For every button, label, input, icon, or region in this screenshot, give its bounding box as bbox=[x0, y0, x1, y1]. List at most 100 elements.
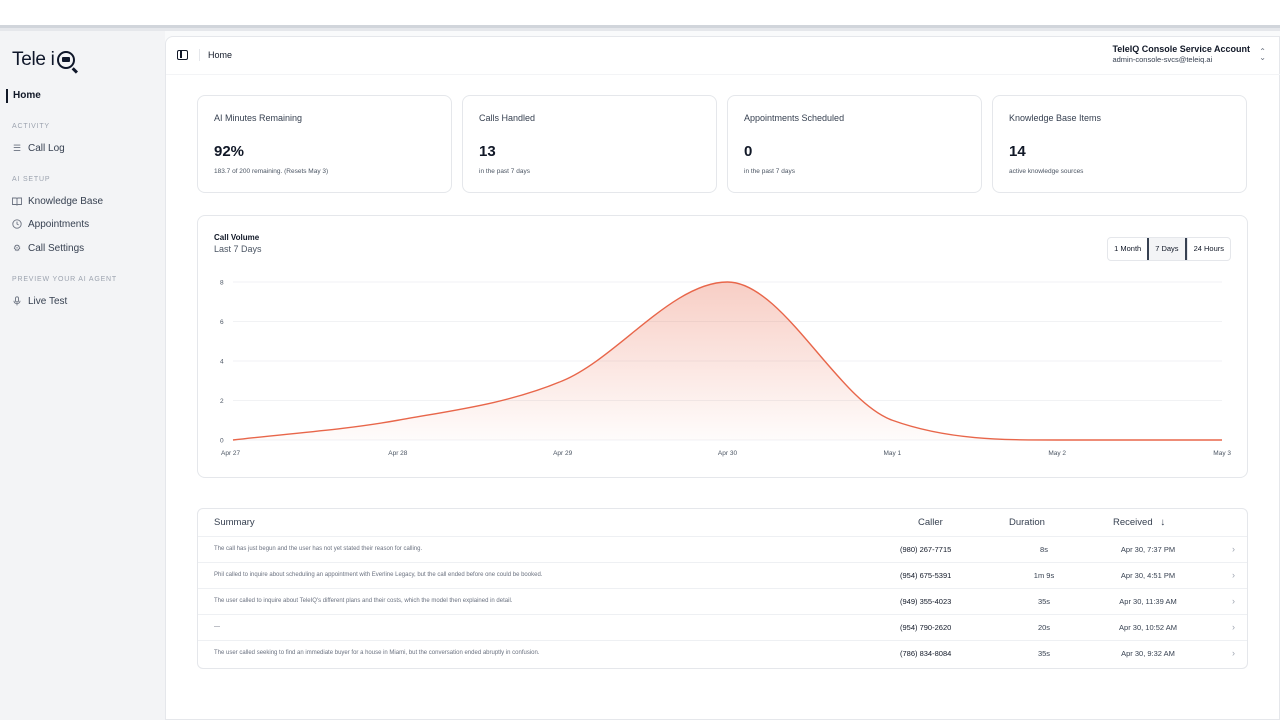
column-header-summary: Summary bbox=[214, 517, 255, 528]
chevron-right-icon[interactable]: › bbox=[1232, 622, 1235, 632]
sidebar-item-call-log[interactable]: ☰ Call Log bbox=[12, 141, 65, 155]
call-volume-line bbox=[232, 281, 1222, 441]
sidebar-item-appointments[interactable]: Appointments bbox=[12, 217, 89, 231]
chevron-right-icon[interactable]: › bbox=[1232, 570, 1235, 580]
y-tick-label: 0 bbox=[220, 438, 224, 445]
duration-cell: 35s bbox=[1037, 649, 1051, 658]
table-row[interactable]: The user called seeking to find an immed… bbox=[198, 640, 1247, 666]
chevron-right-icon[interactable]: › bbox=[1232, 596, 1235, 606]
chart-subtitle: Last 7 Days bbox=[214, 244, 262, 254]
x-tick-label: Apr 29 bbox=[553, 450, 573, 457]
summary-cell: — bbox=[214, 624, 220, 630]
sidebar-item-live-test[interactable]: Live Test bbox=[12, 294, 67, 308]
app-window: Tele i Home ACTIVITY ☰ Call Log AI SETUP… bbox=[0, 31, 1280, 720]
caller-cell: (949) 355-4023 bbox=[900, 597, 952, 606]
account-name: TeleIQ Console Service Account bbox=[1112, 44, 1250, 54]
received-cell: Apr 30, 11:39 AM bbox=[1119, 597, 1177, 606]
section-label-activity: ACTIVITY bbox=[12, 123, 50, 130]
y-tick-label: 4 bbox=[220, 359, 224, 366]
y-tick-label: 2 bbox=[220, 398, 224, 405]
x-tick-label: Apr 28 bbox=[388, 450, 408, 457]
account-email: admin-console-svcs@teleiq.ai bbox=[1112, 55, 1213, 64]
y-tick-label: 8 bbox=[220, 280, 224, 287]
stat-subtext: in the past 7 days bbox=[479, 168, 530, 175]
breadcrumb: Home bbox=[208, 50, 233, 60]
received-cell: Apr 30, 7:37 PM bbox=[1120, 545, 1176, 554]
stat-label: Appointments Scheduled bbox=[744, 113, 845, 123]
received-cell: Apr 30, 10:52 AM bbox=[1119, 623, 1177, 632]
caller-cell: (786) 834-8084 bbox=[900, 649, 952, 658]
sidebar-item-label: Knowledge Base bbox=[28, 195, 104, 207]
gear-icon: ⚙ bbox=[12, 242, 22, 253]
summary-cell: The call has just begun and the user has… bbox=[214, 546, 423, 552]
chevron-up-down-icon[interactable]: ⌃ ⌄ bbox=[1259, 47, 1266, 62]
stat-label: Calls Handled bbox=[479, 113, 536, 123]
sidebar-item-label: Call Log bbox=[28, 142, 65, 154]
table-row[interactable]: — (954) 790-2620 20s Apr 30, 10:52 AM › bbox=[198, 614, 1247, 640]
column-header-received[interactable]: Received ↓ bbox=[1113, 509, 1165, 536]
toggle-sidebar-icon[interactable] bbox=[177, 50, 188, 60]
time-range-toggle: 1 Month 7 Days 24 Hours bbox=[1107, 237, 1231, 261]
section-label-ai-setup: AI SETUP bbox=[12, 176, 51, 183]
call-volume-chart: 0 2 4 6 8 Apr 27 Apr 28 Apr 29 Apr 30 May 1 May 2 M… bbox=[220, 280, 1231, 458]
call-volume-card: 0 2 4 6 8 Apr 27 Apr 28 Apr 29 Apr 30 May 1 May 2 M… bbox=[197, 215, 1248, 478]
x-tick-label: May 2 bbox=[1048, 450, 1066, 457]
arrow-down-icon: ↓ bbox=[1160, 517, 1166, 528]
page-header: Home TeleIQ Console Service Account admi… bbox=[166, 37, 1280, 75]
stat-card-calls-handled: Calls Handled 13 in the past 7 days bbox=[462, 95, 717, 193]
chevron-right-icon[interactable]: › bbox=[1232, 648, 1235, 658]
call-volume-area bbox=[233, 282, 1222, 440]
column-header-duration: Duration bbox=[1009, 517, 1045, 528]
sidebar: Tele i Home ACTIVITY ☰ Call Log AI SETUP… bbox=[0, 31, 165, 720]
chart-title: Call Volume bbox=[214, 233, 260, 242]
teleiq-logo[interactable]: Tele i bbox=[12, 49, 75, 71]
sidebar-item-call-settings[interactable]: ⚙ Call Settings bbox=[12, 241, 84, 255]
call-table: Summary Caller Duration Received ↓ The c… bbox=[197, 508, 1248, 669]
clock-icon bbox=[12, 219, 22, 229]
x-tick-label: Apr 30 bbox=[718, 450, 738, 457]
caller-cell: (954) 675-5391 bbox=[900, 571, 952, 580]
table-row[interactable]: The call has just begun and the user has… bbox=[198, 536, 1247, 562]
received-cell: Apr 30, 4:51 PM bbox=[1120, 571, 1176, 580]
received-cell: Apr 30, 9:32 AM bbox=[1121, 649, 1175, 658]
range-button-7-days[interactable]: 7 Days bbox=[1147, 238, 1187, 260]
sidebar-item-home[interactable]: Home bbox=[6, 89, 41, 103]
caller-cell: (954) 790-2620 bbox=[900, 623, 952, 632]
summary-cell: Phil called to inquire about scheduling … bbox=[214, 572, 543, 578]
table-row[interactable]: Phil called to inquire about scheduling … bbox=[198, 562, 1247, 588]
main-content: Home TeleIQ Console Service Account admi… bbox=[165, 36, 1280, 720]
stat-label: Knowledge Base Items bbox=[1009, 113, 1102, 123]
chevron-right-icon[interactable]: › bbox=[1232, 544, 1235, 554]
range-button-1-month[interactable]: 1 Month bbox=[1114, 244, 1142, 253]
x-tick-label: May 3 bbox=[1213, 450, 1231, 457]
book-icon bbox=[12, 196, 22, 206]
range-button-24-hours[interactable]: 24 Hours bbox=[1186, 238, 1230, 260]
stat-label: AI Minutes Remaining bbox=[214, 113, 303, 123]
summary-cell: The user called seeking to find an immed… bbox=[214, 650, 540, 656]
stat-subtext: in the past 7 days bbox=[744, 168, 795, 175]
logo-q-icon bbox=[56, 51, 75, 69]
stat-value: 14 bbox=[1009, 143, 1026, 160]
duration-cell: 20s bbox=[1037, 623, 1051, 632]
received-header-label: Received bbox=[1113, 517, 1153, 528]
header-divider bbox=[199, 49, 200, 61]
sidebar-item-label: Live Test bbox=[28, 295, 68, 307]
table-row[interactable]: The user called to inquire about TeleIQ'… bbox=[198, 588, 1247, 614]
stat-value: 0 bbox=[744, 143, 753, 160]
sidebar-item-knowledge-base[interactable]: Knowledge Base bbox=[12, 194, 103, 208]
stat-card-knowledge-items: Knowledge Base Items 14 active knowledge… bbox=[992, 95, 1247, 193]
caller-cell: (980) 267-7715 bbox=[900, 545, 952, 554]
section-label-preview: PREVIEW YOUR AI AGENT bbox=[12, 276, 117, 283]
microphone-icon bbox=[12, 296, 22, 306]
column-header-caller: Caller bbox=[918, 517, 943, 528]
account-switcher[interactable]: TeleIQ Console Service Account admin-con… bbox=[1112, 44, 1250, 65]
stat-subtext: 183.7 of 200 remaining. (Resets May 3) bbox=[214, 168, 329, 175]
sidebar-item-label: Call Settings bbox=[28, 242, 85, 254]
stat-value: 92% bbox=[214, 143, 245, 160]
duration-cell: 1m 9s bbox=[1033, 571, 1055, 580]
list-icon: ☰ bbox=[12, 142, 22, 153]
x-tick-label: May 1 bbox=[883, 450, 901, 457]
stat-subtext: active knowledge sources bbox=[1009, 168, 1084, 175]
duration-cell: 35s bbox=[1037, 597, 1051, 606]
duration-cell: 8s bbox=[1040, 545, 1048, 554]
